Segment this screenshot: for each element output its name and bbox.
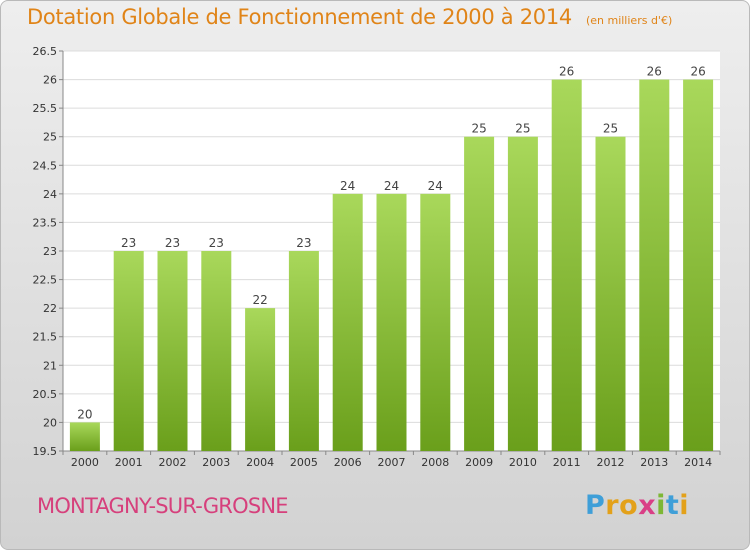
- value-label: 23: [209, 236, 224, 250]
- logo-letter: P: [585, 490, 606, 521]
- x-tick-label: 2007: [378, 456, 406, 469]
- bar: [69, 422, 100, 451]
- logo-letter: t: [665, 490, 680, 521]
- y-tick-label: 22: [43, 302, 57, 315]
- y-tick-label: 21.5: [33, 331, 58, 344]
- bar: [683, 79, 714, 452]
- bar: [376, 193, 407, 451]
- value-label: 24: [384, 179, 399, 193]
- x-tick-label: 2003: [202, 456, 230, 469]
- bar: [332, 193, 363, 451]
- commune-name: MONTAGNY-SUR-GROSNE: [37, 494, 289, 518]
- logo-letter: i: [656, 490, 666, 521]
- y-tick-label: 23.5: [33, 216, 58, 229]
- logo-letter: o: [619, 490, 639, 521]
- x-tick-label: 2011: [553, 456, 581, 469]
- y-tick-label: 25: [43, 131, 57, 144]
- y-tick-label: 24: [43, 188, 57, 201]
- x-tick-label: 2006: [334, 456, 362, 469]
- y-tick-label: 20: [43, 416, 57, 429]
- value-label: 25: [471, 122, 486, 136]
- bar: [551, 79, 582, 452]
- value-label: 26: [559, 65, 574, 79]
- y-tick-label: 25.5: [33, 102, 58, 115]
- logo-letter: r: [605, 490, 620, 521]
- bar: [113, 251, 144, 451]
- chart-title-block: Dotation Globale de Fonctionnement de 20…: [27, 5, 672, 29]
- value-label: 25: [515, 122, 530, 136]
- proxiti-logo: Proxiti: [585, 490, 689, 521]
- value-label: 23: [121, 236, 136, 250]
- bar: [639, 79, 670, 452]
- y-tick-label: 19.5: [33, 445, 58, 458]
- bar: [464, 136, 495, 451]
- bar: [420, 193, 451, 451]
- value-label: 25: [603, 122, 618, 136]
- x-tick-label: 2005: [290, 456, 318, 469]
- x-tick-label: 2008: [421, 456, 449, 469]
- x-tick-label: 2009: [465, 456, 493, 469]
- value-labels: 20 23 23 23 22 23 24 24 24 25 25 26 25 26 26: [77, 65, 705, 422]
- value-label: 26: [690, 65, 705, 79]
- x-tick-label: 2001: [115, 456, 143, 469]
- x-tick-label: 2004: [246, 456, 274, 469]
- bar: [288, 251, 319, 451]
- y-tick-label: 24.5: [33, 159, 58, 172]
- bars: [69, 79, 714, 452]
- y-tick-label: 20.5: [33, 388, 58, 401]
- x-tick-label: 2012: [597, 456, 625, 469]
- x-tick-label: 2014: [684, 456, 712, 469]
- y-tick-label: 22.5: [33, 274, 58, 287]
- logo-letter: x: [638, 490, 657, 521]
- logo-letter: i: [679, 490, 690, 521]
- value-label: 22: [252, 293, 267, 307]
- chart-title: Dotation Globale de Fonctionnement de 20…: [27, 5, 572, 29]
- value-label: 24: [340, 179, 355, 193]
- value-label: 20: [77, 407, 92, 421]
- x-tick-label: 2000: [71, 456, 99, 469]
- y-tick-label: 21: [43, 359, 57, 372]
- bar: [157, 251, 188, 451]
- x-tick-label: 2002: [159, 456, 187, 469]
- y-tick-label: 23: [43, 245, 57, 258]
- bar: [245, 308, 276, 451]
- x-tick-label: 2013: [640, 456, 668, 469]
- y-tick-label: 26: [43, 74, 57, 87]
- x-tick-label: 2010: [509, 456, 537, 469]
- value-label: 23: [296, 236, 311, 250]
- value-label: 23: [165, 236, 180, 250]
- chart-unit: (en milliers d'€): [585, 14, 673, 27]
- value-label: 24: [428, 179, 443, 193]
- bar: [507, 136, 538, 451]
- bar: [201, 251, 232, 451]
- y-tick-label: 26.5: [33, 45, 58, 58]
- value-label: 26: [647, 65, 662, 79]
- bar: [595, 136, 626, 451]
